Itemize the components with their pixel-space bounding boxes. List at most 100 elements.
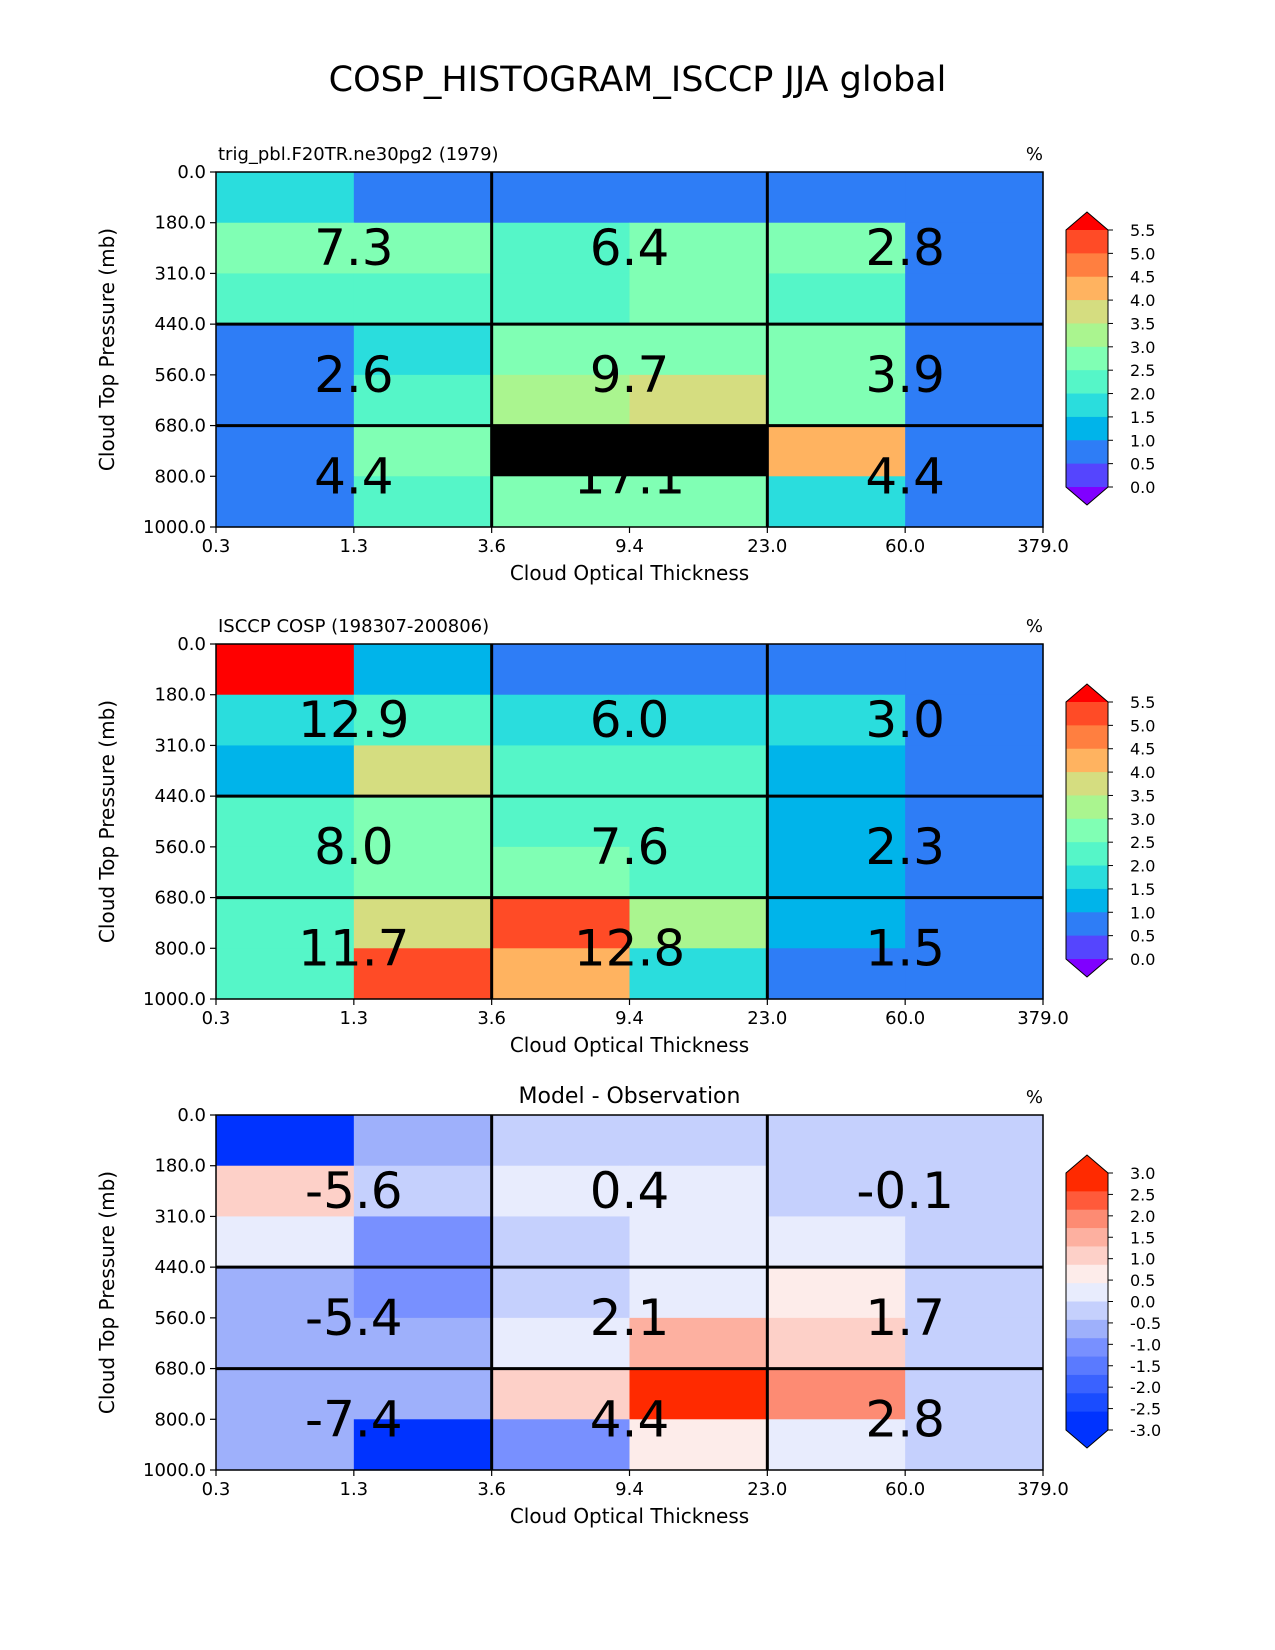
- panel2-x-tick-label: 3.6: [477, 1008, 506, 1029]
- panel1-cell: [353, 374, 493, 427]
- panel3-cell: [767, 1368, 906, 1420]
- panel1-cell: [491, 222, 631, 275]
- panel1-cell: [491, 425, 631, 477]
- panel1-colorbar-segment: [1066, 463, 1108, 488]
- panel1-colorbar-tick-label: 4.0: [1130, 291, 1155, 310]
- panel3-colorbar-segment: [1066, 1411, 1108, 1431]
- panel3-x-axis-label: Cloud Optical Thickness: [510, 1504, 749, 1528]
- panel2-colorbar-segment: [1066, 818, 1108, 843]
- panel2-box-sum: 8.0: [314, 818, 394, 876]
- panel2-cell: [491, 948, 631, 1000]
- panel3-cell: [353, 1317, 493, 1370]
- panel1-cell: [767, 172, 906, 224]
- panel2-cell: [905, 846, 1044, 899]
- panel2-cell: [353, 948, 493, 1000]
- panel2-colorbar-segment: [1066, 702, 1108, 726]
- panel2-colorbar-extend-max: [1066, 684, 1108, 702]
- panel3-box-sum: -5.6: [305, 1162, 403, 1220]
- panel1-y-tick-label: 440.0: [154, 314, 206, 335]
- panel1-x-axis-label: Cloud Optical Thickness: [510, 561, 749, 585]
- panel1-cell: [353, 425, 493, 477]
- panel3-y-tick-label: 680.0: [154, 1359, 206, 1380]
- panel1-x-tick-label: 0.3: [202, 536, 231, 557]
- panel1-cell: [216, 476, 355, 528]
- panel2-cell: [216, 948, 355, 1000]
- panel3-cell: [491, 1165, 631, 1218]
- panel1-cell: [491, 476, 631, 528]
- panel1-cell: [353, 273, 493, 325]
- panel3-cell: [353, 1216, 493, 1268]
- panel1-box-sum: 4.4: [314, 447, 394, 505]
- panel3-cell: [491, 1317, 631, 1370]
- panel1-colorbar-extend-min: [1066, 487, 1108, 505]
- panel2-y-axis-label: Cloud Top Pressure (mb): [95, 700, 119, 943]
- panel1-cell: [905, 222, 1044, 275]
- panel2-cell: [629, 897, 768, 949]
- panel3-x-tick-label: 3.6: [477, 1479, 506, 1500]
- panel2-y-tick-label: 560.0: [154, 837, 206, 858]
- panel3-cell: [905, 1165, 1044, 1218]
- panel3-cell: [767, 1216, 906, 1268]
- panel2-y-tick-label: 180.0: [154, 685, 206, 706]
- panel1-cell: [216, 425, 355, 477]
- panel2-colorbar-tick-label: 0.5: [1130, 927, 1155, 946]
- panel2-colorbar-segment: [1066, 865, 1108, 890]
- panel3-colorbar-tick-label: -3.0: [1130, 1421, 1161, 1440]
- panel3-cell: [767, 1165, 906, 1218]
- panel1-x-tick-label: 9.4: [615, 536, 644, 557]
- panel1-colorbar-segment: [1066, 346, 1108, 371]
- panel3-y-tick-label: 440.0: [154, 1257, 206, 1278]
- panel1-y-tick-label: 0.0: [177, 162, 206, 183]
- panel2-x-tick-label: 60.0: [885, 1008, 925, 1029]
- panel1-y-tick-label: 800.0: [154, 466, 206, 487]
- panel3-box-sum: -7.4: [305, 1390, 403, 1448]
- panel2-colorbar-tick-label: 3.0: [1130, 810, 1155, 829]
- panel2-cell: [491, 796, 631, 848]
- panel1-y-axis-label: Cloud Top Pressure (mb): [95, 228, 119, 471]
- panel3-cell: [905, 1267, 1044, 1319]
- panel2-colorbar-tick-label: 3.5: [1130, 786, 1155, 805]
- panel2-cell: [905, 644, 1044, 696]
- panel3-box-sum: 0.4: [590, 1162, 670, 1220]
- panel2-cell: [491, 745, 631, 797]
- panel3-cell: [216, 1165, 355, 1218]
- panel2-title: ISCCP COSP (198307-200806): [218, 616, 489, 637]
- panel2-colorbar-segment: [1066, 772, 1108, 797]
- panel2-colorbar-tick-label: 5.5: [1130, 693, 1155, 712]
- panel2-colorbar-tick-label: 0.0: [1130, 950, 1155, 969]
- panel1-colorbar-tick-label: 0.5: [1130, 455, 1155, 474]
- panel2-cell: [216, 897, 355, 949]
- panel1-box-sum: 6.4: [590, 219, 670, 277]
- panel2-colorbar-segment: [1066, 842, 1108, 867]
- panel2-cell: [216, 846, 355, 899]
- panel2-cell: [767, 796, 906, 848]
- panel3-cell: [767, 1317, 906, 1370]
- panel2-box-sum: 2.3: [865, 818, 945, 876]
- panel3-cell: [491, 1419, 631, 1471]
- panel1-cell: [905, 374, 1044, 427]
- panel3-colorbar-segment: [1066, 1319, 1108, 1339]
- panel3-colorbar-segment: [1066, 1246, 1108, 1266]
- panel1-colorbar-tick-label: 2.5: [1130, 361, 1155, 380]
- panel3-cell: [353, 1115, 493, 1167]
- panel3-cell: [216, 1267, 355, 1319]
- panel2-colorbar-segment: [1066, 725, 1108, 750]
- panel1-cell: [905, 324, 1044, 376]
- panel2-cell: [491, 644, 631, 696]
- panel3-box-sum: 2.8: [865, 1390, 945, 1448]
- panel2-cell: [353, 694, 493, 747]
- panel1-cell: [216, 172, 355, 224]
- panel3-cell: [353, 1419, 493, 1471]
- panel2-cell: [353, 745, 493, 797]
- panel1-cell: [767, 425, 906, 477]
- panel2-colorbar-tick-label: 1.5: [1130, 880, 1155, 899]
- panel1-cell: [491, 273, 631, 325]
- panel1-cell: [629, 273, 768, 325]
- panel3-cell: [216, 1419, 355, 1471]
- panel2-cell: [905, 897, 1044, 949]
- panel2-cell: [905, 745, 1044, 797]
- panel1-box-sum: 4.4: [865, 447, 945, 505]
- panel1-x-tick-label: 3.6: [477, 536, 506, 557]
- panel3-x-tick-label: 379.0: [1017, 1479, 1069, 1500]
- panel3-cell: [491, 1267, 631, 1319]
